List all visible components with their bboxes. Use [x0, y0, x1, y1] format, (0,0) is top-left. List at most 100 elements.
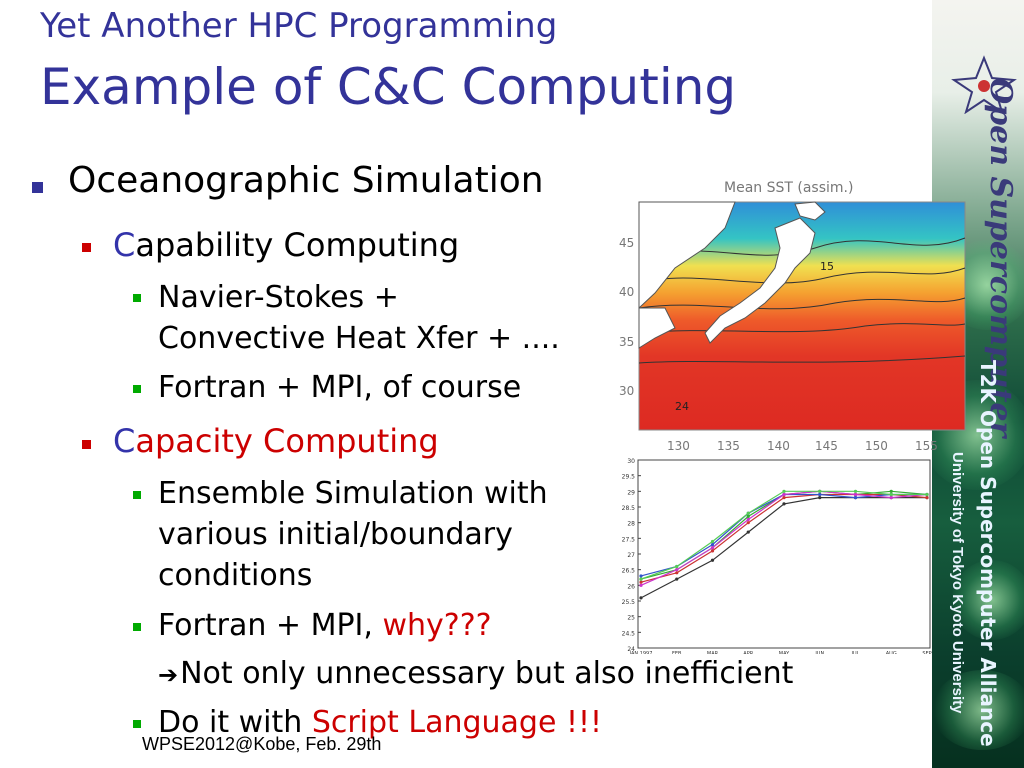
footer-text: WPSE2012@Kobe, Feb. 29th [142, 734, 382, 754]
x-tick-label: FEB [672, 651, 682, 654]
glow-decoration [932, 670, 1024, 750]
x-tick-label: JAN 1997 [629, 651, 653, 654]
data-point [675, 571, 679, 575]
bullet-square-icon [133, 294, 141, 302]
not-only-line: ➔Not only unnecessary but also inefficie… [158, 656, 793, 691]
fortran-why-line: Fortran + MPI, why??? [158, 608, 492, 643]
data-point [853, 489, 858, 493]
data-point [782, 496, 786, 500]
lon-label: 155 [915, 439, 938, 453]
data-point [782, 489, 786, 493]
data-point [710, 543, 715, 547]
data-point [889, 496, 893, 500]
data-point [889, 489, 893, 493]
data-point [818, 496, 822, 500]
do-it-prefix: Do it with [158, 705, 312, 740]
y-tick-label: 28 [627, 521, 635, 528]
slide-title: Example of C&C Computing [40, 58, 737, 116]
contour-label: 15 [820, 260, 834, 273]
lat-label: 45 [619, 236, 634, 250]
chart-frame [637, 459, 931, 649]
data-point [710, 546, 715, 550]
data-point [710, 549, 715, 553]
data-point [639, 583, 643, 587]
data-point [782, 492, 786, 497]
y-tick-label: 26 [627, 583, 635, 590]
data-point [746, 517, 750, 522]
data-point [746, 511, 750, 515]
university-text: University of Tokyo Kyoto University [949, 452, 966, 714]
map-title: Mean SST (assim.) [724, 180, 854, 196]
contour-label: 24 [675, 400, 689, 413]
data-point [746, 530, 750, 534]
lon-label: 130 [667, 439, 690, 453]
x-tick-label: APR [743, 651, 753, 654]
alliance-text: T2K Open Supercomputer Alliance [976, 360, 1000, 747]
script-language-text: Script Language !!! [311, 705, 603, 740]
data-point [818, 489, 822, 493]
data-point [710, 558, 715, 562]
star-logo-icon [951, 55, 1017, 114]
capability-letter: C [113, 226, 136, 264]
capability-heading: Capability Computing [113, 226, 459, 264]
capability-item: Fortran + MPI, of course [158, 370, 522, 405]
land-japan [704, 217, 816, 344]
bullet-square-icon [32, 182, 43, 193]
capability-item: Convective Heat Xfer + .... [158, 321, 560, 356]
data-point [639, 577, 643, 581]
x-tick-label: MAR [707, 651, 719, 654]
x-tick-label: MAY [779, 651, 790, 654]
data-point [639, 574, 643, 578]
capacity-item: various initial/boundary [158, 517, 513, 552]
land-hokkaido [794, 201, 826, 221]
data-point [853, 496, 858, 500]
y-tick-label: 26.5 [622, 568, 636, 575]
capability-rest: apability Computing [135, 226, 460, 264]
why-text: why??? [382, 608, 492, 643]
y-tick-label: 27.5 [622, 536, 636, 543]
y-tick-label: 30 [627, 458, 635, 465]
contour-line [638, 267, 966, 284]
data-point [675, 577, 679, 581]
script-language-line: Do it with Script Language !!! [158, 705, 602, 740]
capacity-letter: C [113, 422, 136, 460]
bullet-heading: Oceanographic Simulation [68, 160, 544, 201]
capacity-item: conditions [158, 558, 313, 593]
data-point [746, 521, 750, 525]
lon-label: 135 [717, 439, 740, 453]
lon-label: 150 [865, 439, 888, 453]
bullet-square-icon [133, 385, 141, 393]
contour-line [638, 323, 966, 334]
data-point [639, 580, 643, 584]
bullet-square-icon [82, 440, 91, 449]
y-tick-label: 28.5 [622, 505, 636, 512]
y-tick-label: 24.5 [622, 630, 636, 637]
lat-label: 35 [619, 335, 634, 349]
y-tick-label: 29.5 [622, 474, 636, 481]
y-tick-label: 27 [627, 552, 635, 559]
capacity-rest: apacity Computing [135, 422, 439, 460]
sst-map: 15 24 45 40 35 30 130 135 140 145 150 15… [619, 201, 966, 453]
land-mainland [638, 307, 676, 349]
data-point [746, 514, 750, 518]
data-point [675, 564, 679, 569]
data-point [818, 492, 822, 497]
data-point [639, 596, 643, 600]
contour-line [638, 297, 966, 310]
bullet-square-icon [82, 243, 91, 252]
x-tick-label: JUL [851, 651, 860, 654]
x-tick-label: JUN [814, 651, 824, 654]
x-tick-label: SEP [922, 651, 931, 654]
sst-line-chart: 30 29.5 29 28.5 28 27.5 27 26.5 26 25.5 25 24.5 24JA… [622, 458, 932, 654]
y-tick-label: 29 [627, 489, 635, 496]
capacity-heading: Capacity Computing [113, 422, 439, 460]
data-point [925, 496, 929, 500]
lat-label: 40 [619, 285, 634, 299]
bullet-square-icon [133, 491, 141, 499]
capacity-item: Ensemble Simulation with [158, 476, 548, 511]
y-tick-label: 24 [627, 646, 635, 653]
contour-line [638, 355, 966, 364]
arrow-right-icon: ➔ [158, 660, 179, 689]
data-point [675, 568, 679, 572]
y-tick-label: 25.5 [622, 599, 636, 606]
